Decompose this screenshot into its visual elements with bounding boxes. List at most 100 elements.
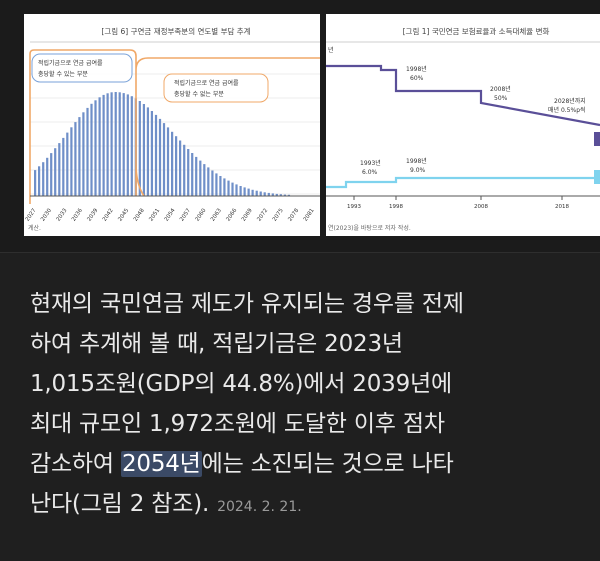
left-annotation-line1: 적립기금으로 연금 급여를	[38, 59, 103, 67]
left-chart-bar	[82, 112, 85, 196]
left-chart-bar	[162, 123, 166, 196]
left-chart-orange-curve	[29, 49, 320, 204]
left-chart-bar	[138, 101, 141, 196]
left-chart-bar	[90, 103, 93, 196]
left-chart-bar	[58, 143, 61, 196]
left-chart-bar	[203, 164, 206, 196]
left-chart-bar	[102, 94, 105, 196]
left-chart-bar	[38, 166, 41, 196]
replacement-rate-legend-swatch	[594, 132, 600, 146]
snippet-line-5-after: 에는 소진되는 것으로 나타	[201, 451, 454, 477]
right-chart-footnote: 연(2023)을 바탕으로 저자 작성.	[328, 224, 411, 232]
snippet-line-5: 감소하여 2054년에는 소진되는 것으로 나타	[30, 444, 580, 484]
left-chart-bar	[183, 144, 186, 196]
right-chart-image[interactable]: [그림 1] 국민연금 보험료율과 소득대체율 변화 년 1998년 60% 2…	[326, 14, 600, 236]
left-chart-bar	[50, 153, 53, 196]
label-2028-line1: 2028년까지	[554, 97, 586, 105]
label-1998-rate-value: 9.0%	[410, 167, 426, 174]
left-chart-bar	[283, 194, 287, 196]
right-chart-x-tick: 1993	[347, 204, 361, 210]
left-chart-footnote: 계산.	[28, 224, 41, 232]
left-chart-bar	[86, 107, 89, 196]
left-chart-bar	[287, 194, 291, 196]
right-chart-x-tick: 1998	[389, 204, 403, 210]
left-chart-bar	[215, 173, 218, 196]
left-chart-bar	[231, 182, 234, 196]
left-chart-bar	[255, 190, 258, 196]
left-chart-bar	[154, 114, 158, 196]
left-chart-bar	[110, 92, 113, 196]
left-chart-bar	[142, 104, 146, 196]
left-chart-bar	[42, 162, 45, 196]
label-1993-year: 1993년	[360, 159, 381, 167]
label-1998-rate-year: 1998년	[406, 157, 427, 165]
left-chart-bar	[219, 176, 222, 196]
left-chart-bar	[126, 94, 129, 196]
replacement-rate-line	[326, 64, 600, 127]
left-chart-bar	[267, 192, 270, 196]
left-chart-bar	[62, 137, 65, 196]
snippet-line-6: 난다(그림 2 참조). 2024. 2. 21.	[30, 484, 580, 527]
left-chart-bar	[279, 194, 282, 196]
left-chart-bar	[122, 93, 125, 196]
search-snippet: 현재의 국민연금 제도가 유지되는 경우를 전제 하여 추계해 볼 때, 적립기…	[30, 284, 580, 527]
left-chart-bar	[235, 184, 238, 196]
label-1998-year: 1998년	[406, 65, 427, 73]
left-chart-bar	[263, 192, 266, 196]
right-chart-x-ticks: 1993 1998 2008 2018	[347, 196, 569, 210]
left-chart-bar	[94, 100, 97, 196]
left-chart-bar	[74, 122, 77, 196]
right-chart-x-tick: 2018	[555, 204, 569, 210]
left-chart-bar	[199, 160, 202, 196]
left-chart-bars	[34, 92, 291, 196]
left-chart-bar	[227, 180, 230, 196]
left-chart-bar	[239, 186, 242, 196]
right-left-edge-label: 년	[328, 46, 334, 54]
left-chart-bar	[166, 127, 170, 196]
left-chart-bar	[114, 92, 117, 196]
contribution-rate-legend-swatch	[594, 170, 600, 184]
label-2008-value: 50%	[494, 95, 508, 102]
left-chart-bar	[118, 92, 121, 196]
left-chart-bar	[54, 148, 57, 196]
left-chart-bar	[106, 93, 109, 196]
right-annotation-line2: 충당할 수 없는 부분	[174, 90, 224, 98]
right-chart-title: [그림 1] 국민연금 보험료율과 소득대체율 변화	[403, 26, 550, 36]
left-chart-bar	[195, 156, 198, 196]
left-annotation-box	[31, 53, 133, 83]
label-2008-year: 2008년	[490, 85, 511, 93]
snippet-line-4: 최대 규모인 1,972조원에 도달한 이후 점차	[30, 411, 445, 437]
left-chart-bar	[275, 193, 278, 196]
left-chart-bar	[175, 136, 178, 196]
snippet-line-1: 현재의 국민연금 제도가 유지되는 경우를 전제	[30, 291, 464, 317]
left-chart-bar	[46, 157, 49, 196]
highlighted-term: 2054년	[120, 451, 202, 477]
left-chart-bar	[223, 178, 226, 196]
left-chart-bar	[247, 188, 250, 196]
left-chart-bar	[187, 149, 190, 196]
left-chart-bar	[34, 170, 37, 196]
left-chart-title: [그림 6] 구연금 재정부족분의 연도별 부담 추계	[101, 26, 250, 36]
left-chart-bar	[66, 132, 69, 196]
left-chart-bar	[146, 107, 150, 196]
left-chart-bar	[211, 170, 214, 196]
snippet-line-6-text: 난다(그림 2 참조).	[30, 491, 210, 517]
label-2028-line2: 매년 0.5%p씩	[548, 106, 586, 114]
label-1998-value: 60%	[410, 75, 424, 82]
left-annotation-line2: 충당할 수 있는 부분	[38, 70, 88, 78]
right-annotation-line1: 적립기금으로 연금 급여를	[174, 79, 239, 87]
snippet-date: 2024. 2. 21.	[217, 499, 302, 515]
left-chart-bar	[150, 111, 154, 196]
contribution-rate-line	[326, 176, 600, 189]
right-annotation-box	[163, 73, 269, 103]
label-1993-value: 6.0%	[362, 169, 378, 176]
left-chart-bar	[179, 140, 182, 196]
left-chart-bar	[271, 193, 274, 196]
left-chart-bar	[251, 189, 254, 196]
left-chart-image[interactable]: [그림 6] 구연금 재정부족분의 연도별 부담 추계 적립기금으로 연금 급여…	[24, 14, 320, 236]
divider	[0, 252, 600, 253]
image-card[interactable]: [그림 6] 구연금 재정부족분의 연도별 부담 추계 적립기금으로 연금 급여…	[0, 0, 600, 252]
left-chart-bar	[98, 97, 101, 196]
left-chart-bar	[243, 187, 246, 196]
left-chart-bar	[130, 96, 133, 196]
